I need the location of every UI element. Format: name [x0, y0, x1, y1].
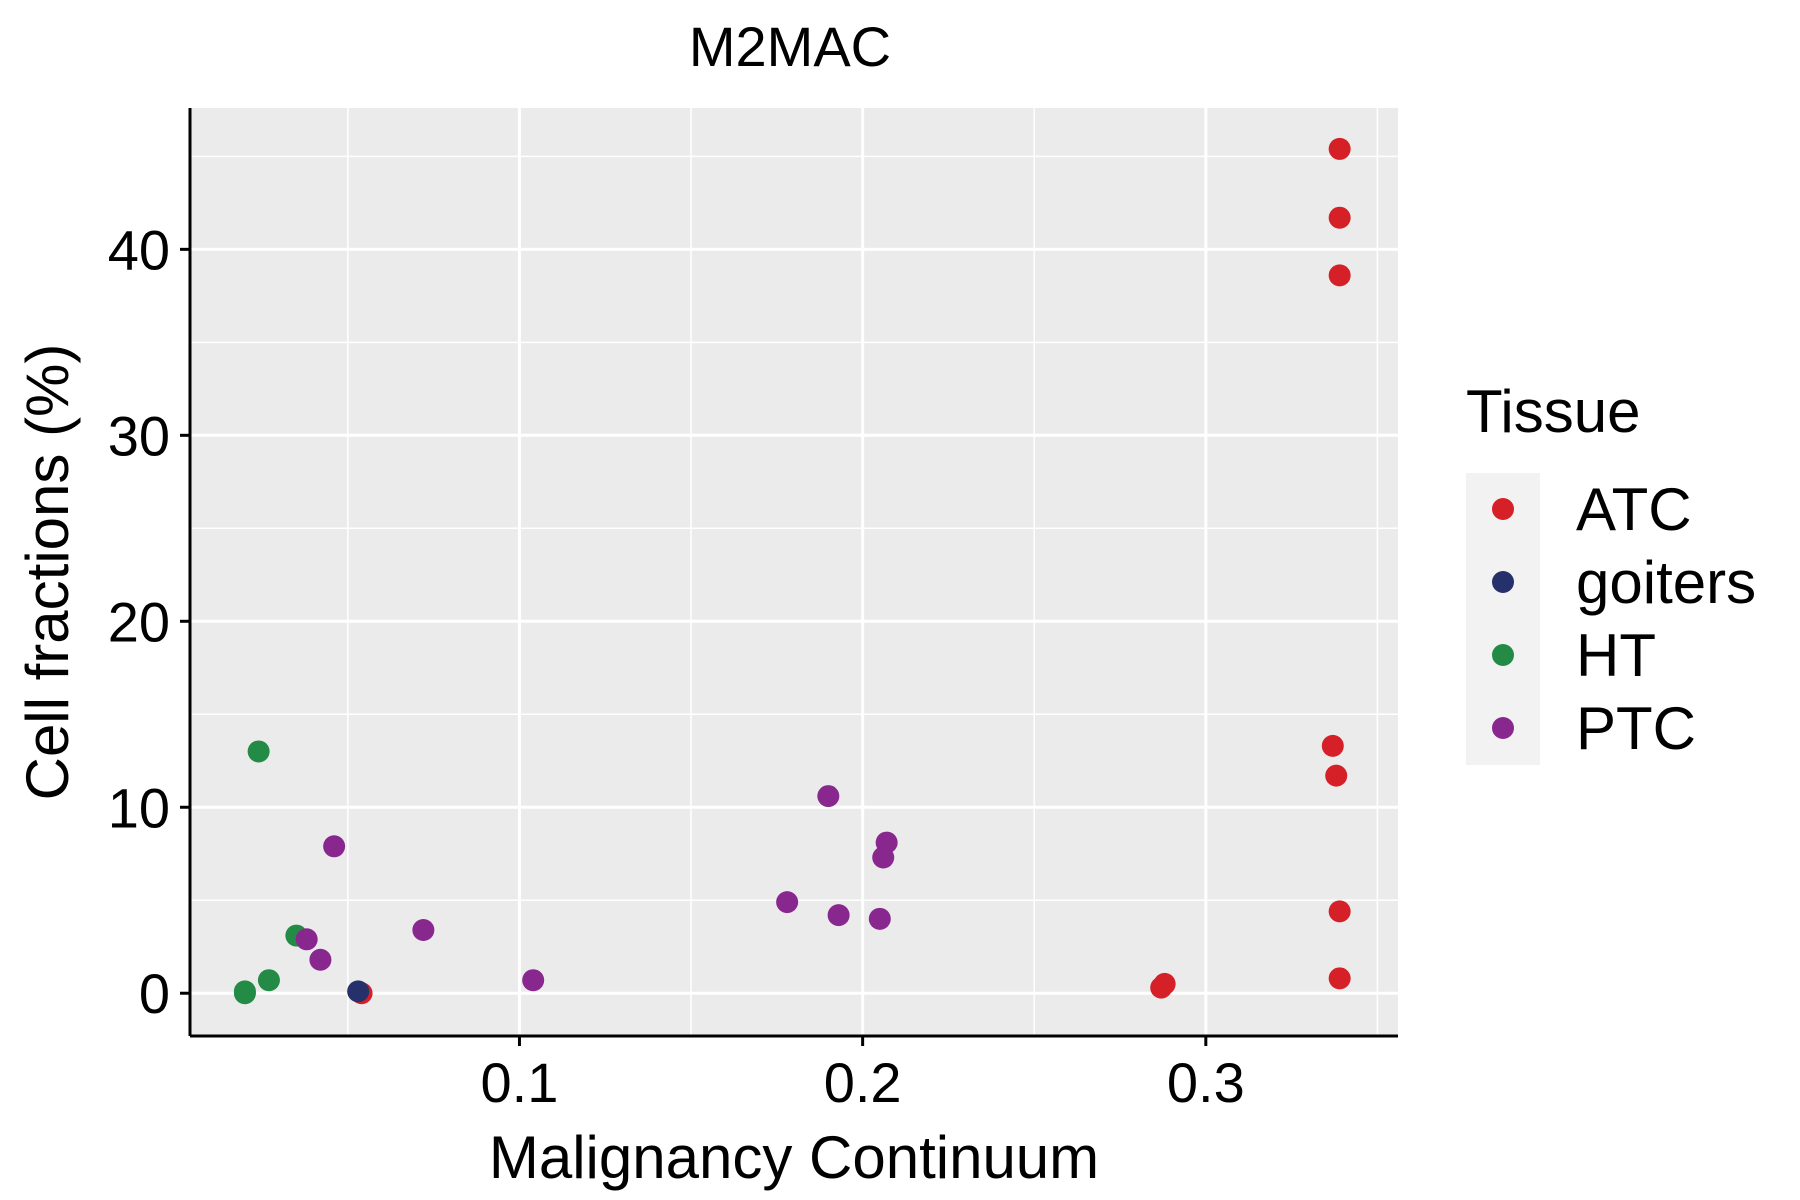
data-point-ptc [872, 846, 895, 869]
legend-title: Tissue [1466, 378, 1641, 445]
data-point-ht [233, 982, 256, 1005]
data-point-atc [1328, 264, 1351, 287]
data-point-atc [1321, 734, 1344, 757]
x-tick-label: 0.1 [481, 1051, 559, 1114]
data-point-ptc [295, 928, 318, 951]
legend-key-background [1466, 473, 1540, 765]
data-point-ht [257, 969, 280, 992]
data-point-atc [1328, 137, 1351, 160]
y-tick-label: 30 [108, 404, 170, 467]
legend-label-ptc: PTC [1576, 695, 1696, 762]
data-point-ptc [412, 918, 435, 941]
data-point-ht [247, 740, 270, 763]
data-point-ptc [323, 835, 346, 858]
x-tick-label: 0.3 [1167, 1051, 1245, 1114]
data-point-atc [1328, 900, 1351, 923]
data-point-goiters [347, 980, 370, 1003]
legend-label-atc: ATC [1576, 476, 1692, 543]
legend-label-goiters: goiters [1576, 549, 1756, 616]
data-point-ptc [522, 969, 545, 992]
data-point-ptc [827, 904, 850, 927]
data-point-ptc [776, 891, 799, 914]
data-point-ptc [309, 948, 332, 971]
major-gridlines [190, 108, 1398, 1036]
y-tick-label: 0 [139, 962, 170, 1025]
legend-key-ptc [1492, 717, 1514, 739]
data-point-ptc [817, 785, 840, 808]
minor-gridlines [190, 108, 1398, 1036]
y-tick-label: 40 [108, 218, 170, 281]
data-point-atc [1328, 206, 1351, 229]
data-points [233, 137, 1351, 1005]
data-point-atc [1150, 976, 1173, 999]
y-axis-label: Cell fractions (%) [14, 344, 81, 801]
x-axis-label: Malignancy Continuum [489, 1124, 1099, 1191]
x-axis-ticks: 0.1 0.2 0.3 [481, 1036, 1245, 1114]
legend-key-atc [1492, 498, 1514, 520]
x-tick-label: 0.2 [824, 1051, 902, 1114]
legend-key-ht [1492, 644, 1514, 666]
legend-key-goiters [1492, 571, 1514, 593]
y-tick-label: 10 [108, 776, 170, 839]
data-point-ptc [868, 907, 891, 930]
data-point-atc [1325, 764, 1348, 787]
y-axis-ticks: 0 10 20 30 40 [108, 218, 190, 1025]
y-tick-label: 20 [108, 590, 170, 653]
plot-panel [190, 108, 1398, 1036]
data-point-atc [1328, 967, 1351, 990]
legend-label-ht: HT [1576, 622, 1656, 689]
chart-title: M2MAC [689, 15, 891, 78]
